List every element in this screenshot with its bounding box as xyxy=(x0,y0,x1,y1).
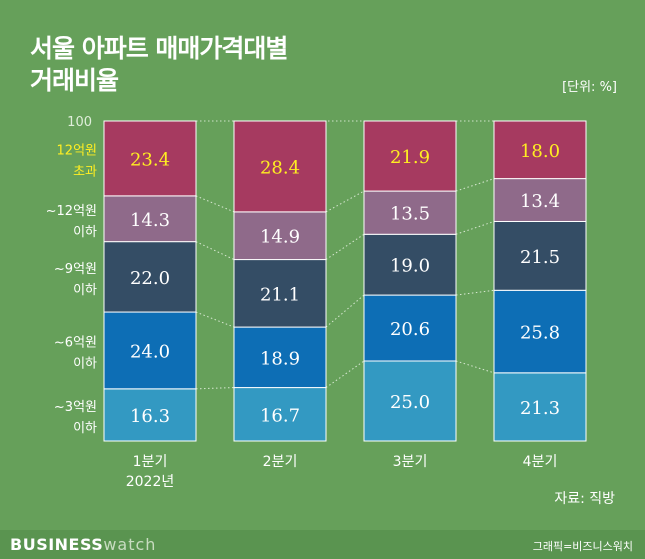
bar-segment xyxy=(363,294,457,362)
data-label: 23.4 xyxy=(130,149,170,170)
legend-label: ~9억원 xyxy=(54,262,97,277)
legend-label: ~3억원 xyxy=(54,400,97,415)
legend-label: 이하 xyxy=(73,421,97,436)
data-label: 18.0 xyxy=(520,141,560,162)
connector-line xyxy=(195,241,235,261)
data-label: 21.5 xyxy=(520,247,560,268)
x-category-label: 2분기 xyxy=(263,454,298,470)
bar-segment xyxy=(493,220,587,291)
data-label: 16.7 xyxy=(260,405,300,426)
brand-logo: BUSINESSwatch xyxy=(10,535,156,554)
bar-segment xyxy=(363,190,457,235)
connector-line xyxy=(325,360,365,388)
graphic-credit: 그래픽=비즈니스워치 xyxy=(532,540,633,553)
connector-line xyxy=(455,221,495,235)
legend-label: 이하 xyxy=(73,356,97,371)
bar-segment xyxy=(233,259,327,328)
connector-line xyxy=(195,387,235,390)
bar-segment xyxy=(233,326,327,389)
bar-segment xyxy=(493,120,587,180)
bar-segment xyxy=(233,387,327,442)
bar-segment xyxy=(363,360,457,442)
x-category-label: 3분기 xyxy=(393,454,428,470)
x-category-label: 4분기 xyxy=(523,454,558,470)
unit-label: [단위: %] xyxy=(562,80,617,95)
bar-segment xyxy=(103,241,197,313)
bar-segment xyxy=(103,120,197,197)
bar-segment xyxy=(103,311,197,390)
connector-line xyxy=(325,294,365,328)
data-label: 13.4 xyxy=(520,191,560,212)
data-label: 19.0 xyxy=(390,256,430,277)
y-tick-label-100: 100 xyxy=(67,115,92,130)
footer-bar: BUSINESSwatch 그래픽=비즈니스워치 xyxy=(0,530,645,559)
bar-segment xyxy=(103,195,197,243)
connector-line xyxy=(455,178,495,192)
source-label: 자료: 직방 xyxy=(554,491,615,507)
brand-logo-bold: BUSINESS xyxy=(10,535,104,554)
brand-logo-light: watch xyxy=(103,535,157,554)
connector-line xyxy=(455,360,495,374)
data-label: 24.0 xyxy=(130,341,170,362)
legend-label: ~12억원 xyxy=(46,204,97,219)
data-label: 25.8 xyxy=(520,323,560,344)
data-label: 22.0 xyxy=(130,268,170,289)
data-label: 21.1 xyxy=(260,284,300,305)
connector-line xyxy=(455,289,495,296)
connector-line xyxy=(325,190,365,213)
bar-segment xyxy=(493,289,587,374)
chart-title-line1: 서울 아파트 매매가격대별 xyxy=(30,34,288,63)
data-label: 20.6 xyxy=(390,319,430,340)
connector-line xyxy=(195,195,235,213)
data-label: 21.3 xyxy=(520,398,560,419)
connector-line xyxy=(195,311,235,328)
bar-segment xyxy=(363,120,457,192)
data-label: 16.3 xyxy=(130,406,170,427)
bar-segment xyxy=(233,120,327,213)
legend-label: 이하 xyxy=(73,225,97,240)
bar-segment xyxy=(493,178,587,222)
x-category-label: 2022년 xyxy=(126,474,175,490)
legend-label: ~6억원 xyxy=(54,335,97,350)
stacked-bar-chart: 100 16.3 24.0 22.0 14.3 23.4 1분기 2022년 16.7 18.9 2… xyxy=(46,115,587,490)
data-label: 14.9 xyxy=(260,227,300,248)
legend-label: 이하 xyxy=(73,283,97,298)
data-label: 14.3 xyxy=(130,210,170,231)
data-label: 18.9 xyxy=(260,348,300,369)
chart-title-line2: 거래비율 xyxy=(30,66,119,95)
x-category-label: 1분기 xyxy=(133,454,168,470)
legend-label: 12억원 xyxy=(57,143,97,158)
bar-segment xyxy=(103,388,197,442)
data-label: 28.4 xyxy=(260,157,300,178)
data-label: 25.0 xyxy=(390,392,430,413)
legend-label: 초과 xyxy=(73,164,97,179)
data-label: 21.9 xyxy=(390,147,430,168)
bar-segment xyxy=(493,372,587,442)
connector-line xyxy=(325,233,365,260)
data-label: 13.5 xyxy=(390,204,430,225)
